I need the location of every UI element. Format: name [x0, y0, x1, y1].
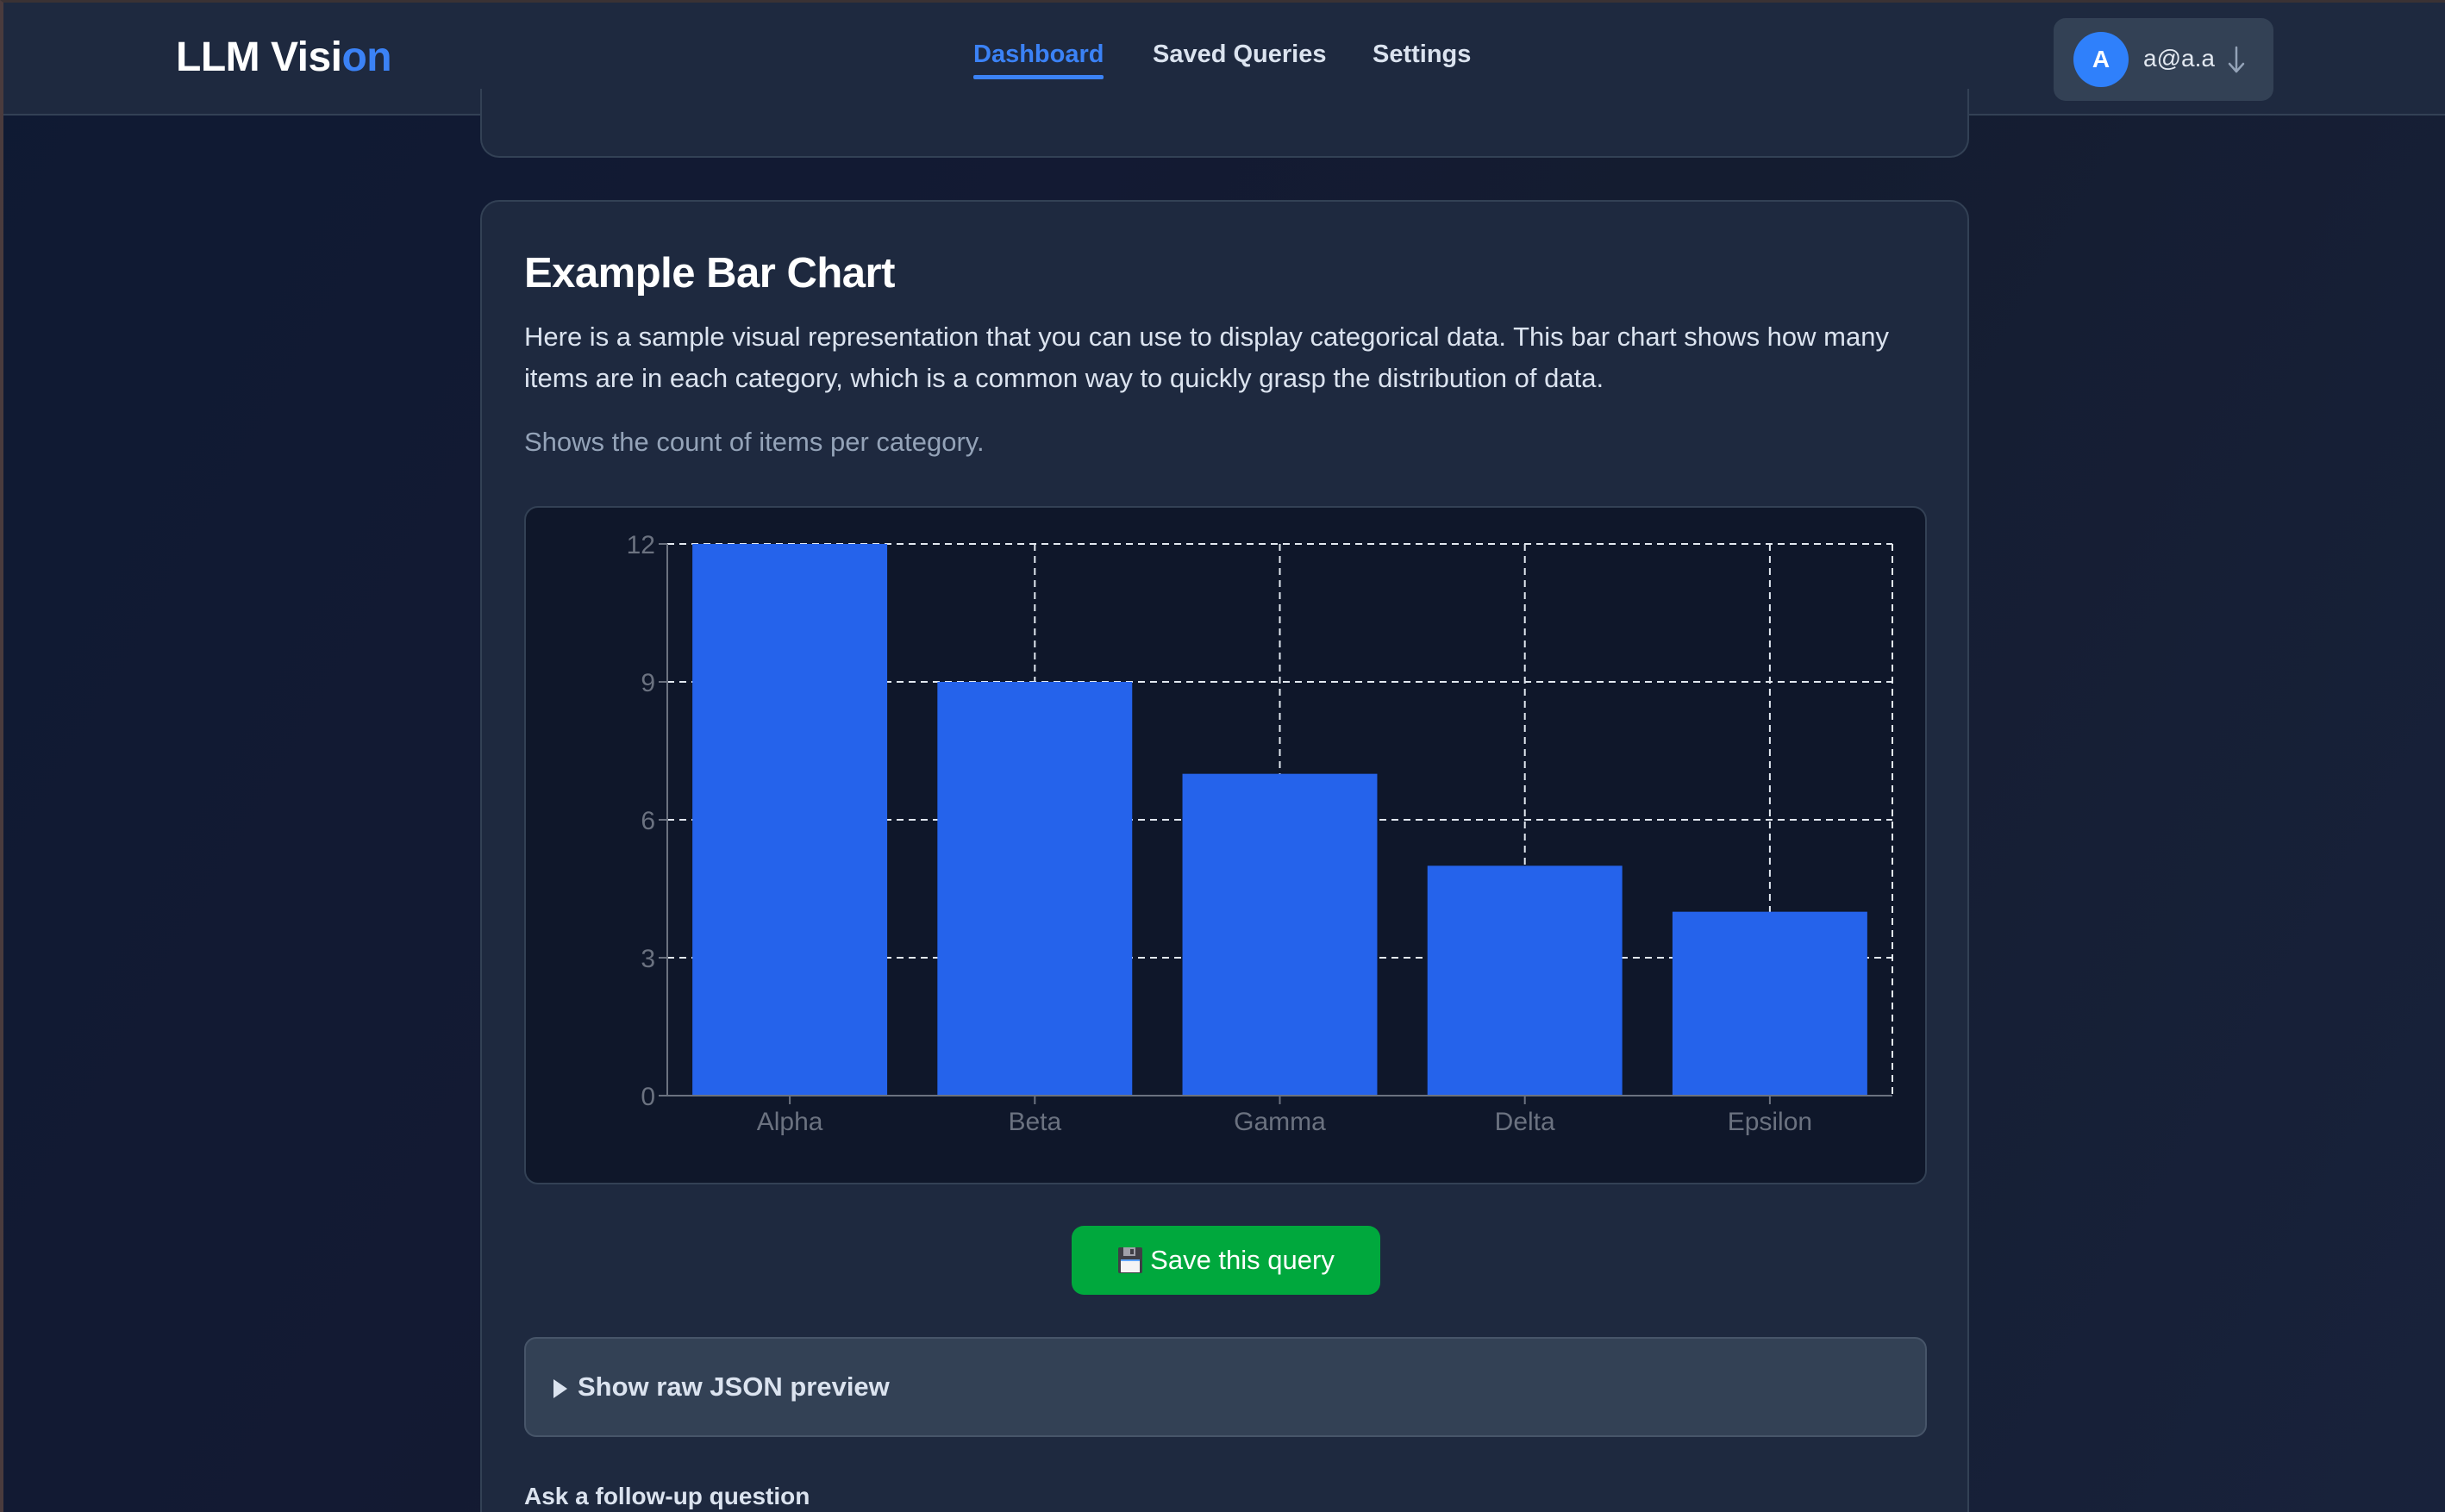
- raw-json-preview-toggle[interactable]: Show raw JSON preview: [524, 1337, 1927, 1437]
- bar-alpha[interactable]: [692, 544, 888, 1096]
- logo-text-accent: on: [341, 34, 392, 80]
- logo-text-main: LLM Visi: [176, 34, 342, 80]
- x-tick-label: Gamma: [1234, 1108, 1326, 1136]
- main-nav: Dashboard Saved Queries Settings: [3, 41, 2445, 84]
- x-tick-label: Beta: [1008, 1108, 1061, 1136]
- card-description: Here is a sample visual representation t…: [524, 322, 1889, 393]
- user-menu-button[interactable]: A a@a.a: [2054, 18, 2273, 101]
- floppy-disk-icon: [1118, 1247, 1143, 1273]
- chart-subtitle: Shows the count of items per category.: [524, 427, 985, 457]
- nav-saved-queries[interactable]: Saved Queries: [1153, 41, 1327, 68]
- previous-result-card: [480, 89, 1969, 158]
- bar-chart-container: 0 3 6 9 12 Alpha Beta Gamma Delta Epsilon: [524, 506, 1927, 1184]
- avatar: A: [2073, 32, 2129, 87]
- followup-label: Ask a follow-up question: [524, 1483, 810, 1509]
- chart-result-card: Example Bar Chart Here is a sample visua…: [480, 200, 1969, 1512]
- nav-dashboard[interactable]: Dashboard: [973, 41, 1104, 79]
- bar-gamma[interactable]: [1182, 773, 1378, 1096]
- y-tick-label: 9: [641, 669, 655, 697]
- x-tick-label: Alpha: [757, 1108, 823, 1136]
- bar-beta[interactable]: [937, 682, 1133, 1096]
- y-tick-label: 12: [627, 531, 655, 559]
- triangle-right-icon: [553, 1379, 567, 1398]
- x-tick-label: Epsilon: [1728, 1108, 1812, 1136]
- json-preview-label: Show raw JSON preview: [578, 1371, 890, 1402]
- bar-epsilon[interactable]: [1672, 911, 1867, 1096]
- bar-delta[interactable]: [1427, 865, 1623, 1096]
- y-tick-label: 3: [641, 945, 655, 973]
- y-tick-label: 6: [641, 807, 655, 835]
- nav-settings[interactable]: Settings: [1373, 41, 1472, 68]
- arrow-down-icon: [2228, 46, 2245, 73]
- save-query-button[interactable]: Save this query: [1072, 1226, 1380, 1295]
- save-query-label: Save this query: [1150, 1245, 1335, 1275]
- card-title: Example Bar Chart: [524, 250, 895, 297]
- app-logo[interactable]: LLM Vision: [176, 34, 392, 81]
- user-email: a@a.a: [2143, 45, 2215, 72]
- x-tick-label: Delta: [1495, 1108, 1555, 1136]
- bar-chart: 0 3 6 9 12 Alpha Beta Gamma Delta Epsilon: [627, 531, 1893, 1136]
- y-tick-label: 0: [641, 1083, 655, 1111]
